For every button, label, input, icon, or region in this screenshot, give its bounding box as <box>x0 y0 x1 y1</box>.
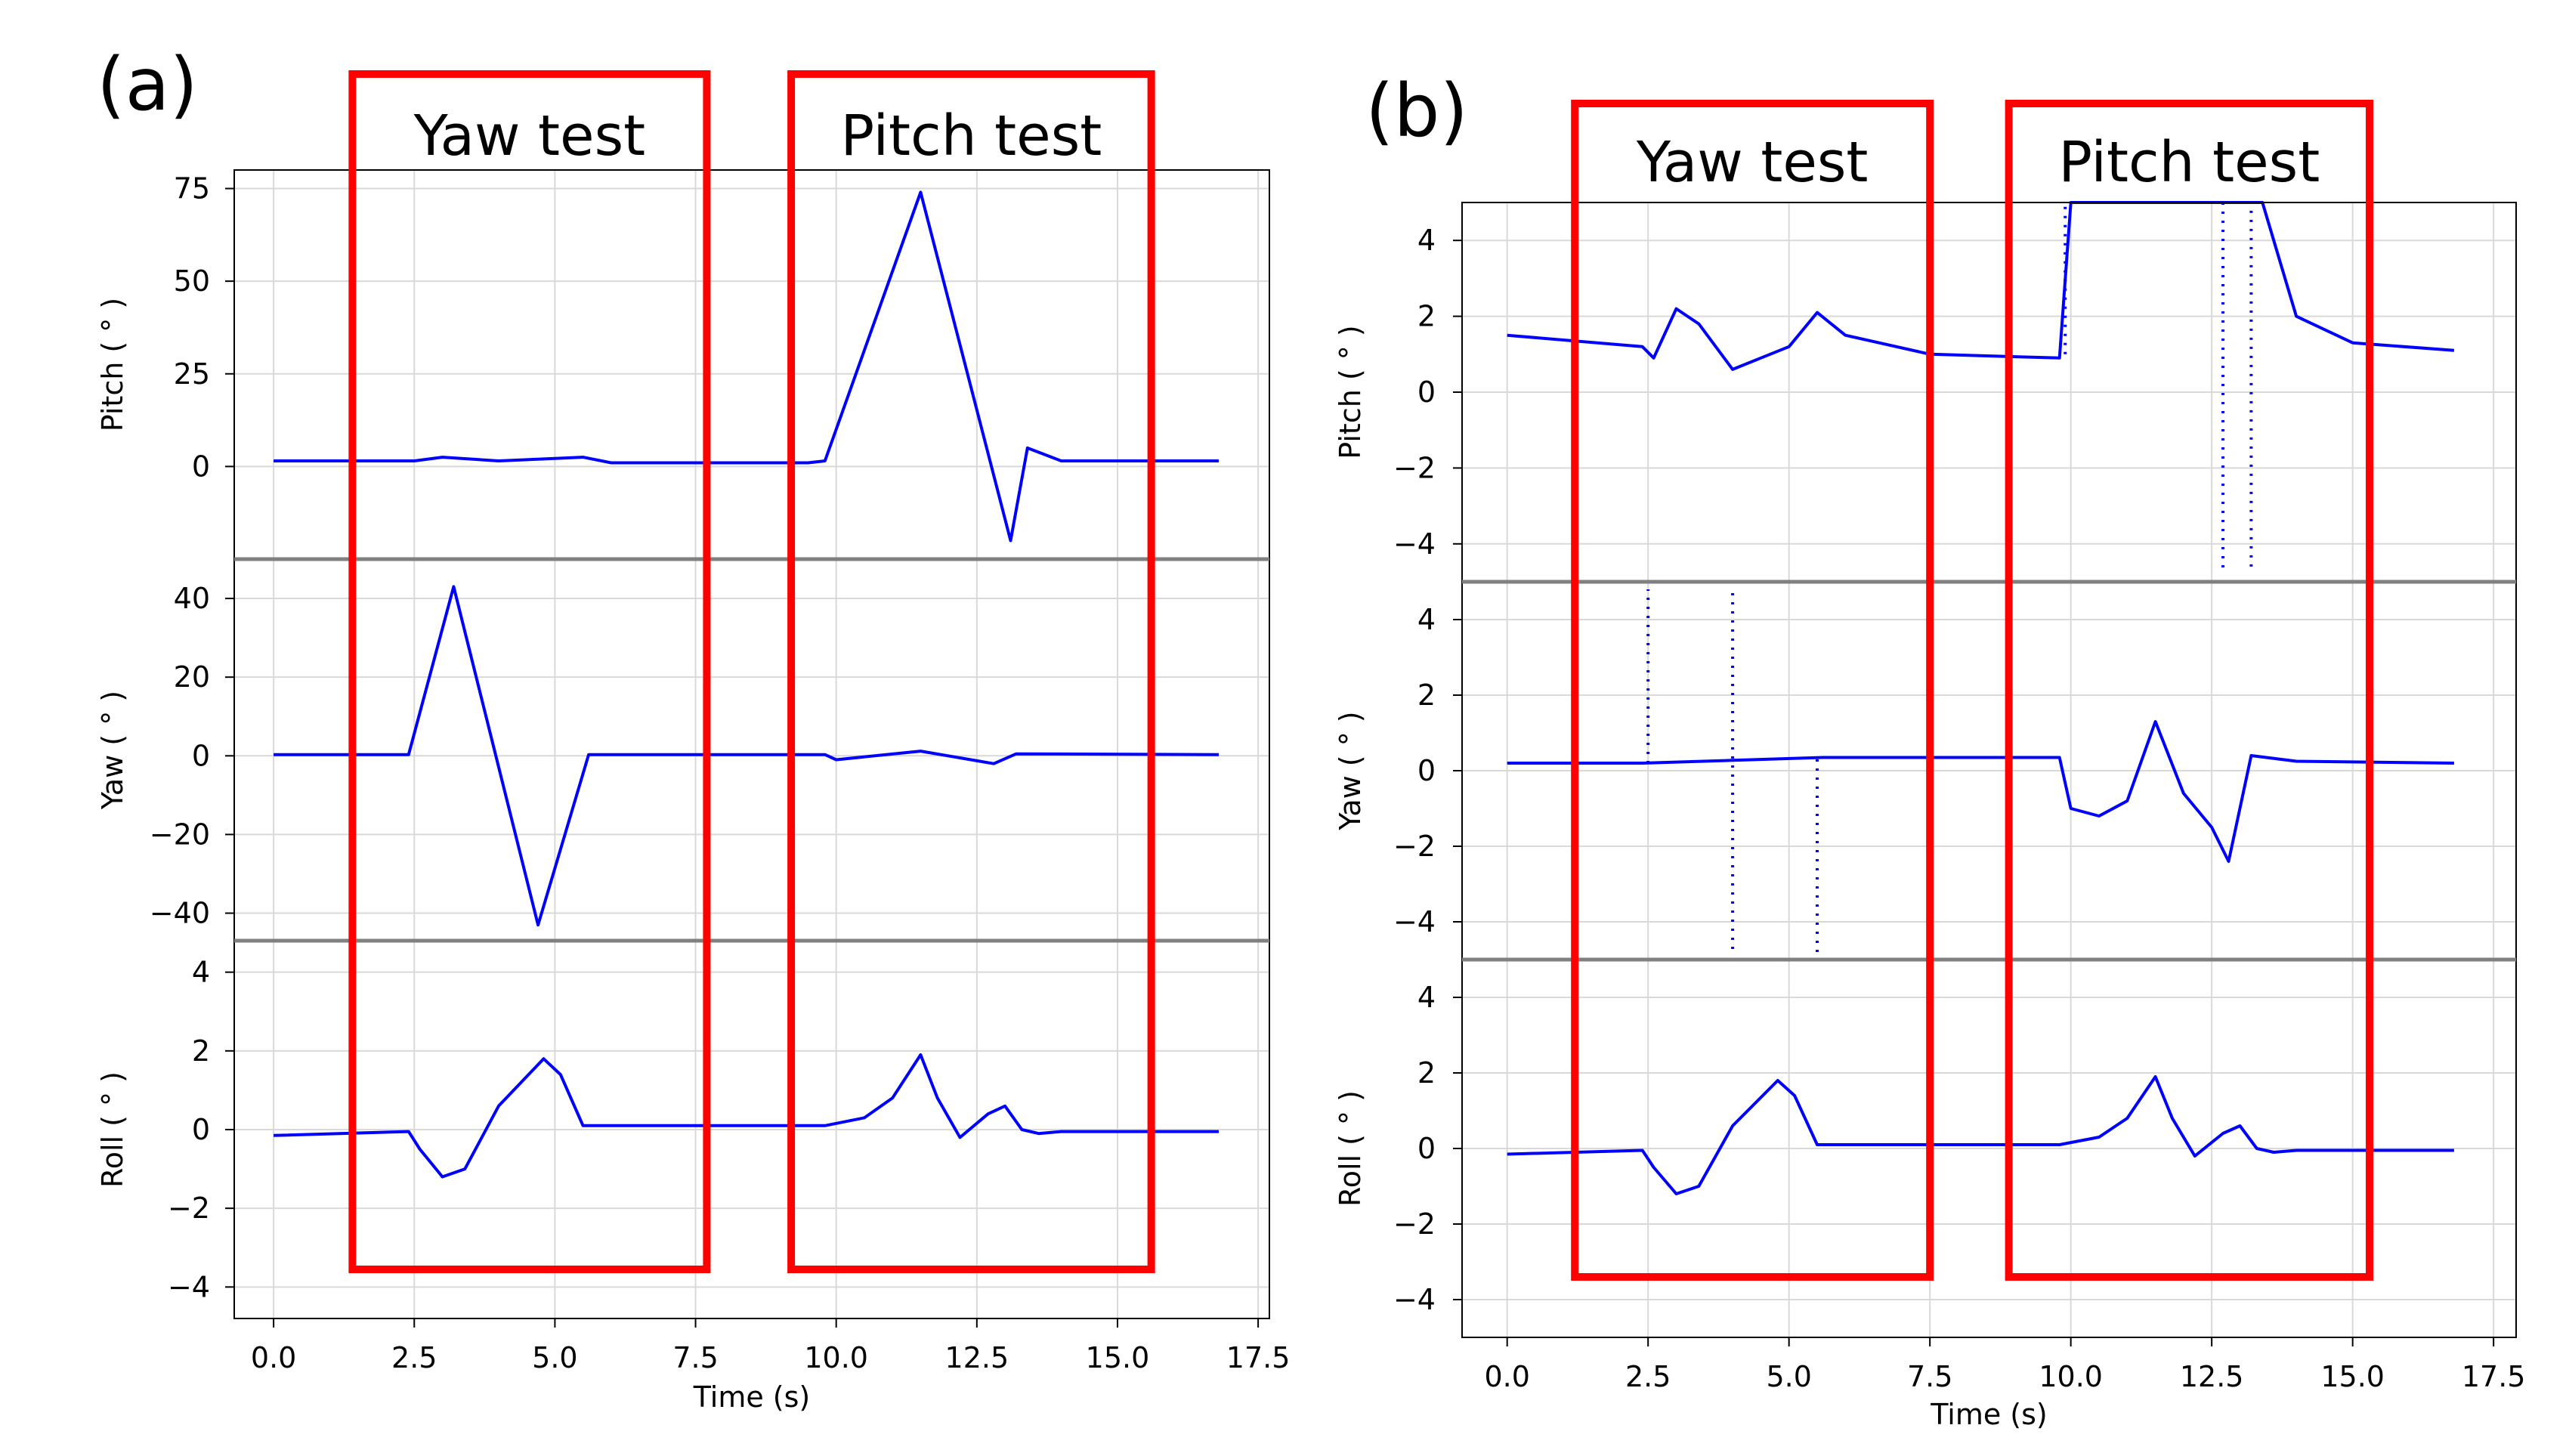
y-tick-label: 4 <box>1417 603 1436 636</box>
x-tick-label: 2.5 <box>1625 1360 1671 1393</box>
x-tick-label: 5.0 <box>532 1341 577 1374</box>
x-tick-label: 17.5 <box>2462 1360 2526 1393</box>
y-tick-label: −40 <box>150 897 210 930</box>
y-tick-label: −2 <box>1393 451 1436 484</box>
x-tick-label: 12.5 <box>945 1341 1009 1374</box>
highlight-box-label: Pitch test <box>840 104 1102 168</box>
y-tick-label: −2 <box>168 1192 210 1225</box>
y-axis-label: Roll ( ° ) <box>96 1071 129 1188</box>
y-tick-label: −2 <box>1393 1207 1436 1241</box>
panel-a: (a) 0.0 2.5 5.0 7.5 10.0 12.5 15.0 17.5 Time (s) 7… <box>96 42 1290 1414</box>
y-tick-label: 0 <box>192 739 210 772</box>
highlight-box <box>1571 100 1934 1281</box>
y-axis-label: Pitch ( ° ) <box>96 298 129 431</box>
y-tick-label: 25 <box>174 357 210 391</box>
x-axis-label: Time (s) <box>693 1380 811 1414</box>
y-tick-label: 4 <box>1417 981 1436 1014</box>
y-tick-label: 2 <box>192 1034 210 1068</box>
series-line <box>1507 720 2454 863</box>
y-tick-label: 0 <box>1417 376 1436 409</box>
highlight-box-label: Yaw test <box>1636 130 1869 195</box>
x-tick-label: 15.0 <box>2320 1360 2385 1393</box>
series-line <box>1507 1075 2454 1195</box>
y-tick-label: −4 <box>1393 1283 1436 1316</box>
highlight-box-label: Yaw test <box>413 104 646 168</box>
y-tick-label: −2 <box>1393 830 1436 863</box>
highlight-box-label: Pitch test <box>2058 130 2320 195</box>
y-tick-label: −20 <box>150 818 210 851</box>
y-tick-label: 20 <box>174 660 210 694</box>
highlight-box <box>2005 100 2374 1281</box>
x-tick-label: 10.0 <box>2039 1360 2103 1393</box>
series-line <box>274 190 1219 543</box>
x-tick-label: 7.5 <box>672 1341 718 1374</box>
x-tick-label: 7.5 <box>1907 1360 1952 1393</box>
y-tick-label: 0 <box>192 450 210 483</box>
y-tick-label: 40 <box>174 582 210 615</box>
y-axis-label: Pitch ( ° ) <box>1334 325 1367 459</box>
x-tick-label: 12.5 <box>2180 1360 2244 1393</box>
y-tick-label: 2 <box>1417 1056 1436 1090</box>
y-tick-label: −4 <box>1393 527 1436 561</box>
highlight-box <box>787 70 1155 1273</box>
y-tick-label: −4 <box>1393 905 1436 938</box>
highlight-box <box>348 70 711 1273</box>
panel-label: (a) <box>97 42 198 127</box>
subplot-frame <box>233 558 1270 941</box>
subplot-b-2: 4 2 0 −2 −4 Yaw ( ° ) <box>1334 580 2517 960</box>
subplot-b-1: 4 2 0 −2 −4 Pitch ( ° ) <box>1334 201 2517 583</box>
y-tick-label: 0 <box>1417 1132 1436 1165</box>
y-tick-label: 75 <box>174 172 210 206</box>
x-tick-label: 2.5 <box>391 1341 437 1374</box>
x-tick-label: 5.0 <box>1766 1360 1811 1393</box>
subplot-b-3: 4 2 0 −2 −4 Roll ( ° ) <box>1334 957 2517 1338</box>
panel-label: (b) <box>1365 69 1468 153</box>
y-tick-label: 4 <box>192 956 210 989</box>
y-axis-label: Roll ( ° ) <box>1334 1090 1367 1207</box>
subplot-a-2: 40 20 0 −20 −40 Yaw ( ° ) <box>96 557 1270 941</box>
subplot-frame <box>233 169 1270 560</box>
y-axis-label: Yaw ( ° ) <box>96 691 129 810</box>
subplot-a-1: 75 50 25 0 Pitch ( ° ) <box>96 169 1270 560</box>
subplot-a-3: 4 2 0 −2 −4 Roll ( ° ) <box>96 938 1270 1319</box>
y-axis-label: Yaw ( ° ) <box>1334 711 1367 830</box>
x-tick-label: 15.0 <box>1086 1341 1150 1374</box>
y-tick-label: 4 <box>1417 224 1436 257</box>
y-tick-label: 0 <box>1417 754 1436 787</box>
series-line <box>274 1053 1219 1179</box>
y-tick-label: 2 <box>1417 679 1436 712</box>
series-line <box>1507 201 2455 371</box>
y-tick-label: −4 <box>168 1270 210 1303</box>
x-tick-label: 17.5 <box>1226 1341 1291 1374</box>
y-tick-label: 50 <box>174 264 210 298</box>
y-tick-label: 2 <box>1417 300 1436 333</box>
x-tick-label: 0.0 <box>1484 1360 1529 1393</box>
x-tick-label: 0.0 <box>251 1341 296 1374</box>
y-tick-label: 0 <box>192 1113 210 1146</box>
x-tick-label: 10.0 <box>804 1341 868 1374</box>
panel-b: (b) 0.0 2.5 5.0 7.5 10.0 12.5 15.0 17.5 Time (s) 4… <box>1334 69 2525 1431</box>
series-line <box>274 585 1220 927</box>
x-axis-label: Time (s) <box>1930 1398 2048 1431</box>
